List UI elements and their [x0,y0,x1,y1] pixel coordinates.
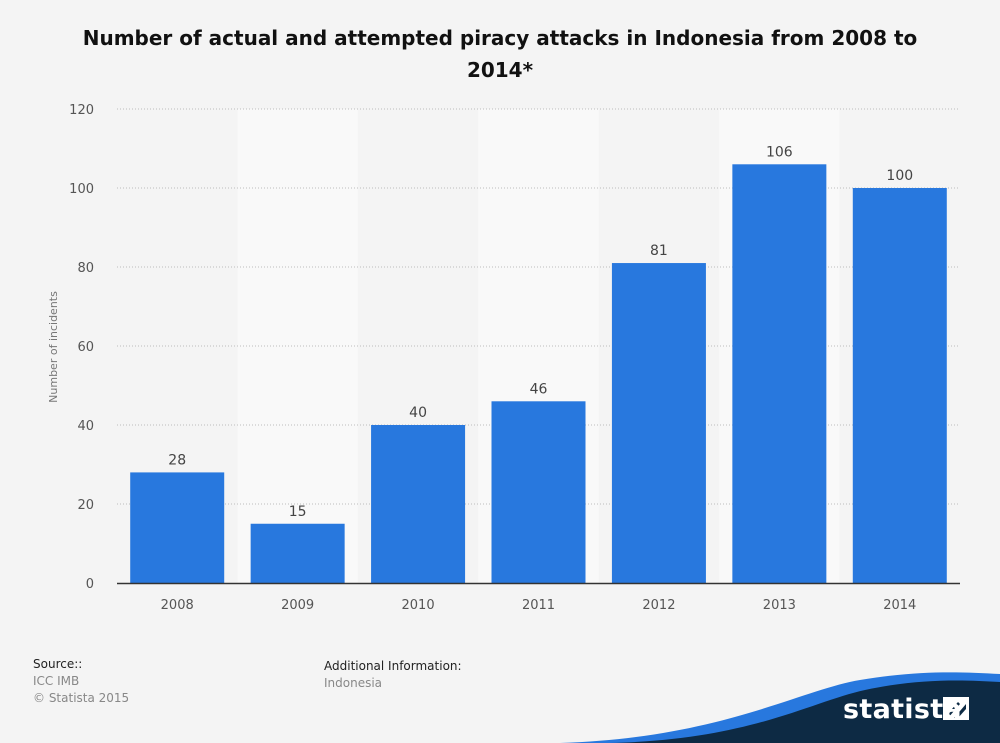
statista-logo-icon [943,697,969,720]
y-tick-label: 120 [69,103,94,118]
y-tick-label: 80 [77,261,94,276]
value-label: 28 [168,452,186,468]
value-label: 40 [409,405,427,421]
value-label: 81 [650,243,668,259]
bars [130,164,947,584]
source-block: Source:: ICC IMB © Statista 2015 [33,656,129,707]
value-label: 15 [289,504,307,520]
x-tick-label: 2010 [402,598,435,613]
y-tick-label: 60 [77,340,94,355]
y-tick-label: 40 [77,419,94,434]
statista-wave-graphic [560,672,1000,743]
x-tick-label: 2008 [161,598,194,613]
bar [250,523,345,583]
copyright-line: © Statista 2015 [33,691,130,705]
chart-title: Number of actual and attempted piracy at… [82,26,918,82]
y-axis: 0 20 40 60 80 100 120 [69,103,94,592]
bar [852,188,947,583]
additional-info-label: Additional Information: [324,659,462,673]
bar [130,472,225,583]
source-label: Source:: [33,657,83,671]
x-tick-label: 2012 [642,598,675,613]
y-tick-label: 20 [77,498,94,513]
additional-info-block: Additional Information: Indonesia [324,658,462,692]
value-label: 100 [886,168,913,184]
y-axis-title: Number of incidents [47,291,60,403]
x-axis: 2008 2009 2010 2011 2012 2013 2014 [161,598,917,613]
value-label: 106 [766,144,793,160]
y-tick-label: 100 [69,182,94,197]
value-labels: 28 15 40 46 81 106 100 [168,144,913,519]
x-tick-label: 2011 [522,598,555,613]
source-line: ICC IMB [33,674,80,688]
x-tick-label: 2009 [281,598,314,613]
bar [491,401,586,583]
y-tick-label: 0 [86,577,94,592]
value-label: 46 [530,381,548,397]
x-tick-label: 2014 [883,598,916,613]
x-tick-label: 2013 [763,598,796,613]
bar [732,164,827,584]
bar [371,425,466,583]
bar [611,263,706,583]
statista-logo-text: statista [843,694,962,725]
additional-info-value: Indonesia [324,676,383,690]
